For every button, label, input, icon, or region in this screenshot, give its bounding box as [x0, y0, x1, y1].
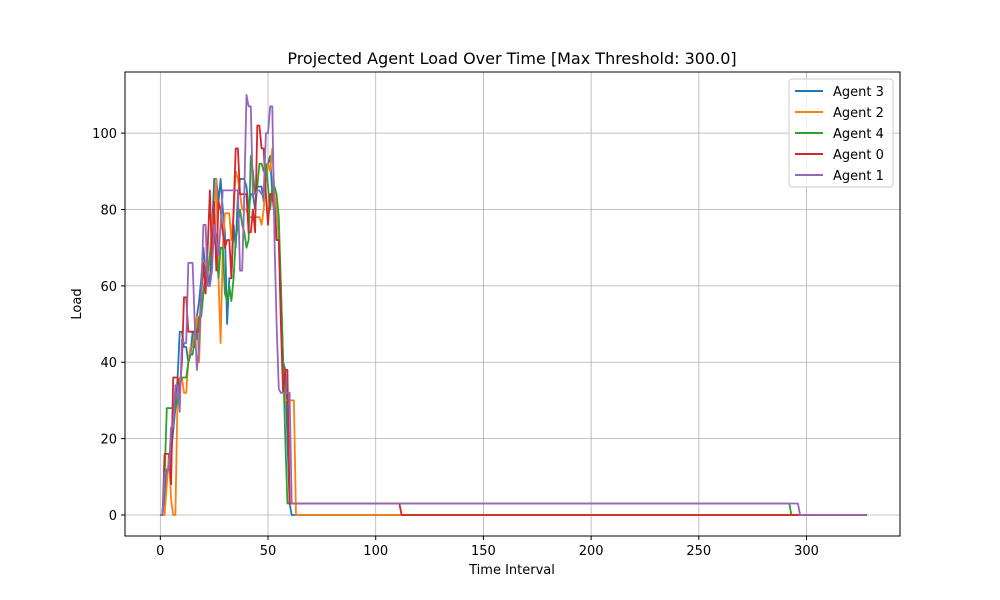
y-tick-label: 80: [100, 203, 117, 218]
y-tick-label: 40: [100, 356, 117, 371]
grid-lines: [125, 72, 900, 536]
series-line-agent-0: [160, 124, 867, 516]
y-tick-label: 60: [100, 280, 117, 295]
series-line-agent-1: [160, 94, 867, 516]
chart-title: Projected Agent Load Over Time [Max Thre…: [287, 49, 736, 68]
x-tick-label: 50: [260, 544, 277, 559]
x-tick-label: 0: [156, 544, 164, 559]
legend-label: Agent 1: [833, 169, 884, 184]
plot-frame: [124, 71, 901, 537]
plot-background: [125, 72, 900, 536]
legend-label: Agent 3: [833, 85, 884, 100]
series-lines: [160, 94, 867, 516]
legend-label: Agent 2: [833, 106, 884, 121]
y-axis-title: Load: [70, 288, 85, 319]
x-tick-label: 100: [363, 544, 388, 559]
y-tick-label: 20: [100, 433, 117, 448]
legend-box: [788, 78, 894, 188]
axis-ticks: 0 50 100 150 200 250 300 0 20 40 60 80 100: [92, 127, 819, 559]
x-tick-label: 150: [471, 544, 496, 559]
x-tick-label: 250: [686, 544, 711, 559]
legend-label: Agent 4: [833, 127, 884, 142]
y-tick-label: 0: [109, 509, 117, 524]
plot-area: 0 50 100 150 200 250 300 0 20 40 60 80 100: [92, 71, 901, 559]
legend-label: Agent 0: [833, 148, 884, 163]
x-axis-title: Time Interval: [468, 563, 555, 578]
series-line-agent-4: [160, 155, 867, 516]
x-tick-label: 300: [794, 544, 819, 559]
y-tick-label: 100: [92, 127, 117, 142]
legend: Agent 3 Agent 2 Agent 4 Agent 0 Agent 1: [788, 78, 894, 188]
x-tick-label: 200: [579, 544, 604, 559]
